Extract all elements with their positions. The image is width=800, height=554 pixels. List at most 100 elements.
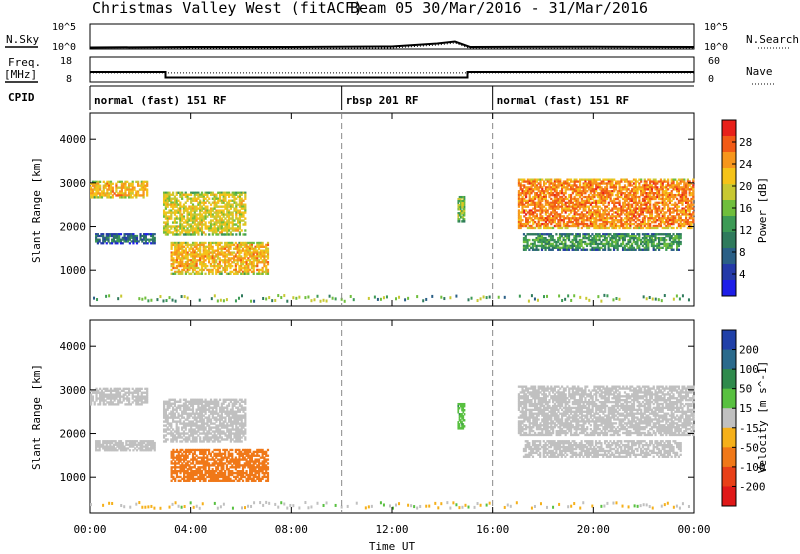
echo-cell [193,195,196,198]
echo-cell [227,225,231,228]
echo-cell [654,195,657,199]
echo-cell [211,270,214,274]
echo-cell [578,203,582,206]
echo-cell [647,244,650,248]
echo-cell [676,188,679,191]
echo-cell [647,226,650,230]
echo-cell [177,416,180,419]
echo-cell [204,201,207,204]
echo-cell [146,192,149,195]
echo-cell [249,243,252,247]
echo-cell [539,182,542,185]
echo-cell [548,207,551,210]
echo-cell [124,186,127,189]
echo-cell [555,246,558,250]
echo-cell [102,395,105,398]
echo-cell [629,197,632,201]
echo-cell [170,245,173,248]
echo-cell [648,238,652,242]
echo-cell [625,197,628,201]
echo-cell [575,192,578,195]
echo-cell [596,226,600,230]
echo-cell [184,247,187,250]
echo-cell [181,416,184,419]
echo-cell [227,261,230,264]
echo-cell [235,229,238,232]
echo-cell [240,249,243,252]
echo-cell [681,213,684,216]
echo-cell [585,242,589,246]
echo-cell [676,244,679,248]
echo-cell [250,299,253,303]
echo-cell [683,182,686,185]
echo-cell [587,188,591,191]
echo-cell [175,426,178,429]
echo-cell [488,295,491,299]
echo-cell [532,213,535,216]
echo-cell [522,238,526,242]
echo-cell [133,389,136,392]
echo-cell [209,428,213,431]
echo-cell [674,188,677,191]
echo-cell [191,410,195,413]
echo-cell [645,226,648,230]
echo-cell [553,201,556,205]
echo-cell [463,212,466,215]
echo-cell [162,209,166,212]
echo-cell [528,209,531,212]
echo-cell [211,227,214,230]
echo-cell [670,186,673,189]
echo-cell [213,195,216,198]
echo-cell [172,263,175,266]
echo-cell [181,270,184,274]
echo-cell [148,240,151,243]
echo-cell [640,226,643,230]
echo-cell [526,188,530,191]
echo-cell [233,201,236,204]
echo-cell [90,190,93,193]
echo-cell [200,215,204,218]
echo-cell [215,264,218,268]
echo-cell [237,227,240,230]
echo-cell [193,207,196,210]
echo-cell [184,266,187,270]
echo-cell [182,402,186,405]
echo-cell [559,226,562,230]
echo-cell [634,180,637,183]
echo-cell [215,227,218,230]
echo-cell [537,233,540,236]
echo-cell [150,233,153,236]
echo-cell [200,266,204,270]
echo-cell [595,201,598,205]
noise-left-tick-high: 10^5 [52,22,76,33]
echo-cell [564,246,567,250]
echo-cell [218,223,222,226]
echo-cell [188,233,191,236]
echo-cell [623,238,626,242]
echo-cell [589,222,592,226]
echo-cell [623,226,627,230]
echo-cell [174,251,177,254]
echo-cell [98,234,101,238]
echo-cell [265,268,268,272]
echo-cell [215,219,218,222]
echo-cell [667,244,670,248]
echo-cell [182,229,186,232]
echo-cell [181,197,184,200]
echo-cell [250,261,254,264]
echo-cell [259,241,262,245]
echo-cell [593,235,596,238]
echo-cell [523,197,526,201]
echo-cell [540,236,544,240]
echo-cell [575,244,578,248]
echo-cell [204,428,207,431]
echo-cell [133,188,136,191]
echo-cell [591,180,594,183]
echo-cell [604,209,607,212]
echo-cell [571,217,574,220]
echo-cell [234,241,237,245]
echo-cell [562,180,565,183]
echo-cell [197,400,200,403]
echo-cell [211,255,214,258]
echo-cell [191,268,195,272]
